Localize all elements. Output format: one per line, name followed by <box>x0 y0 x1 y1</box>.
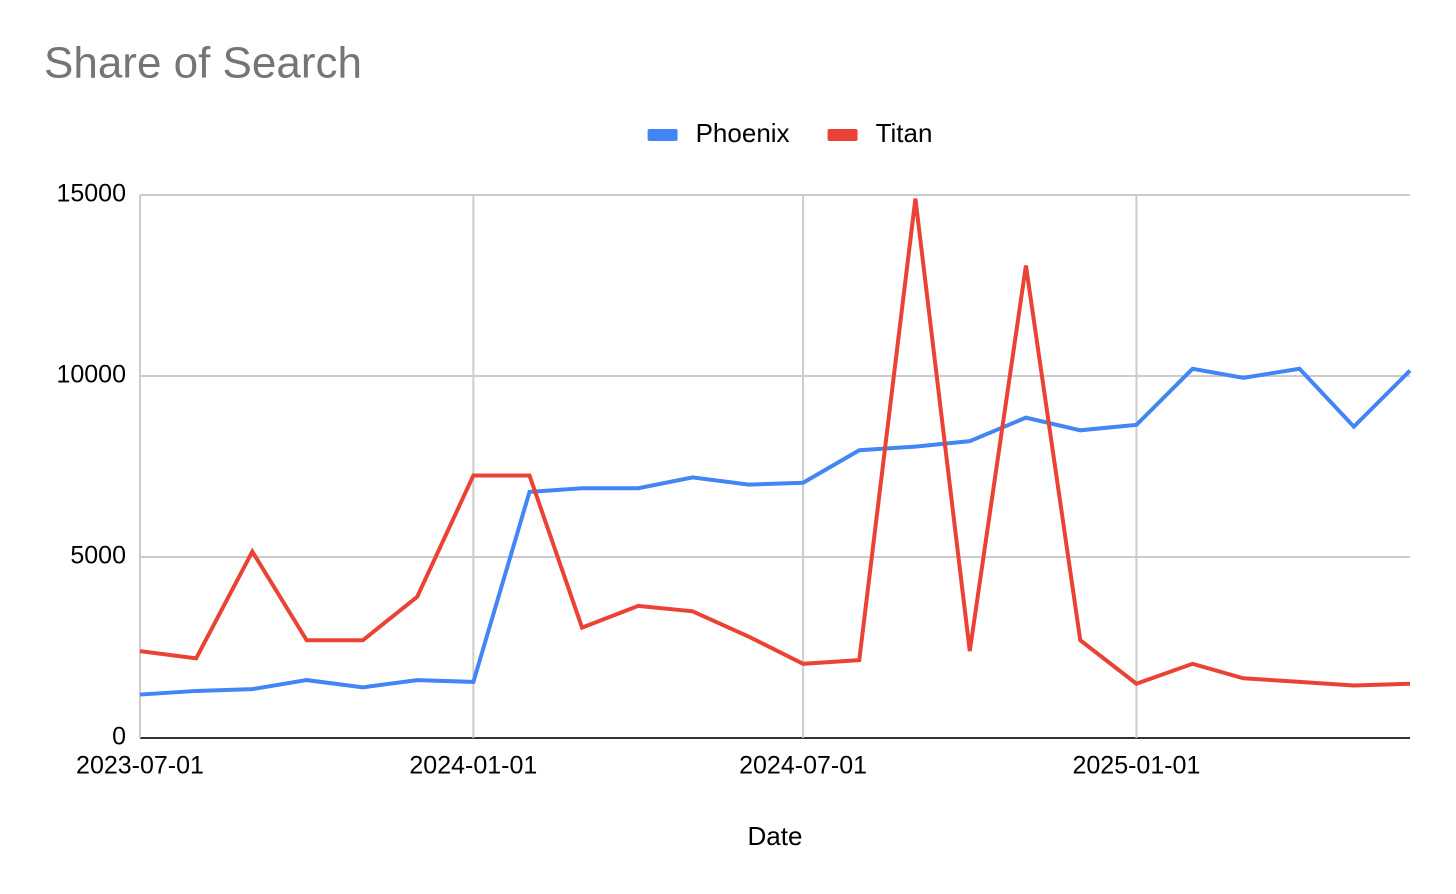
y-tick-label: 10000 <box>56 361 126 389</box>
series-line <box>139 198 1411 688</box>
legend-label: Titan <box>876 118 933 148</box>
legend-label: Phoenix <box>696 118 790 148</box>
x-tick-label: 2025-01-01 <box>1072 752 1200 780</box>
series-line <box>139 366 1412 697</box>
y-tick-label: 0 <box>112 723 126 751</box>
chart-title: Share of Search <box>44 39 362 88</box>
y-tick-label: 15000 <box>56 180 126 208</box>
y-tick-label: 5000 <box>70 542 126 570</box>
x-tick-label: 2024-01-01 <box>409 752 537 780</box>
x-tick-label: 2023-07-01 <box>76 752 204 780</box>
legend-swatch <box>827 129 858 141</box>
x-axis-title: Date <box>748 821 803 851</box>
x-tick-label: 2024-07-01 <box>739 752 867 780</box>
legend-swatch <box>647 129 678 141</box>
